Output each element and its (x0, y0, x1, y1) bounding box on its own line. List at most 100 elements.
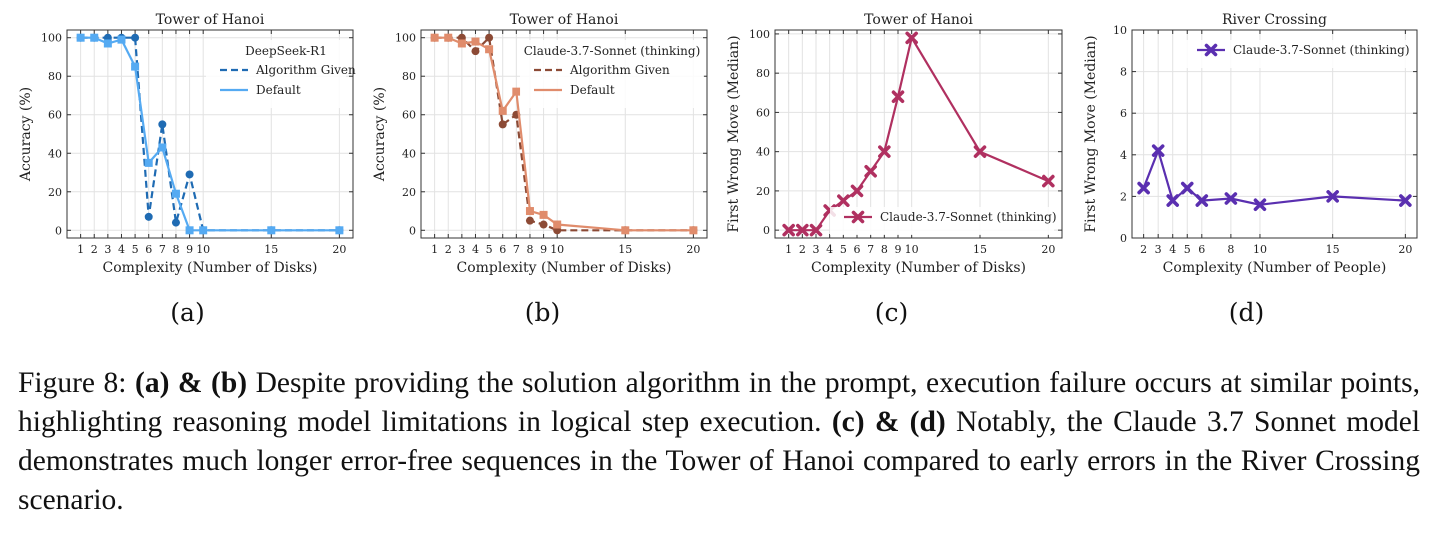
y-tick-label: 80 (756, 67, 770, 80)
x-tick-label: 9 (540, 243, 547, 256)
data-point (131, 62, 140, 71)
data-point (905, 31, 918, 45)
y-tick-label: 20 (48, 186, 62, 199)
plot-frame (1131, 29, 1418, 239)
x-tick-label: 15 (618, 243, 632, 256)
chart-title: Tower of Hanoi (156, 12, 265, 28)
data-point (1151, 144, 1165, 157)
series-claude-3-7-sonnet-thinking- (1137, 144, 1412, 212)
x-axis-label: Complexity (Number of Disks) (457, 260, 672, 276)
x-tick-label: 3 (813, 243, 820, 256)
caption-text-2: Notably, the Claude 3.7 Sonnet model dem… (18, 406, 1421, 516)
x-tick-label: 15 (973, 243, 987, 256)
legend-title: DeepSeek-R1 (245, 44, 327, 58)
caption-bold-cd: (c) & (d) (831, 406, 946, 438)
x-tick-label: 3 (458, 243, 465, 256)
data-point (171, 189, 180, 198)
data-point (891, 90, 905, 104)
series-line (788, 34, 1049, 232)
x-tick-label: 8 (881, 243, 888, 256)
x-tick-label: 1 (77, 243, 84, 256)
x-tick-label: 2 (445, 243, 452, 256)
y-tick-label: 40 (48, 147, 62, 160)
data-point (539, 220, 548, 229)
x-tick-label: 10 (1253, 243, 1267, 256)
data-point (457, 39, 466, 48)
data-point (158, 120, 167, 129)
data-point (1166, 194, 1180, 207)
data-point (850, 184, 864, 198)
legend-box (520, 40, 704, 108)
x-tick-label: 5 (840, 243, 847, 256)
legend: Claude-3.7-Sonnet (thinking) (830, 207, 1057, 235)
legend-box (1183, 40, 1411, 68)
x-tick-label: 5 (132, 243, 139, 256)
y-tick-label: 60 (48, 109, 62, 122)
x-tick-label: 6 (145, 243, 152, 256)
legend-box (206, 40, 346, 108)
data-point (809, 223, 823, 237)
data-point (525, 216, 534, 225)
x-axis-label: Complexity (Number of People) (1163, 260, 1387, 276)
x-tick-label: 4 (472, 243, 479, 256)
data-point (782, 223, 795, 237)
data-point (1137, 181, 1150, 195)
data-point (267, 226, 276, 235)
y-axis-label: Accuracy (%) (18, 87, 34, 182)
data-point (1042, 174, 1055, 188)
y-tick-label: 8 (1120, 66, 1127, 79)
y-tick-label: 20 (402, 186, 416, 199)
legend-label: Algorithm Given (569, 63, 670, 77)
legend-marker (851, 210, 865, 224)
data-point (471, 47, 480, 56)
data-point (199, 226, 208, 235)
caption-text-1: Despite providing the solution algorithm… (18, 367, 1420, 438)
data-point (158, 143, 167, 152)
y-tick-label: 100 (395, 32, 416, 45)
panel-b: 1 2 3 4 5 6 7 8 9 10 15 20 0 20 40 60 80 100 Tower of Hano… (359, 0, 718, 300)
data-point (525, 207, 534, 216)
x-tick-label: 20 (332, 243, 346, 256)
data-point (1180, 181, 1194, 195)
legend-label: Claude-3.7-Sonnet (thinking) (1233, 43, 1410, 57)
data-point (498, 106, 507, 115)
data-point (171, 218, 180, 227)
y-tick-label: 0 (763, 224, 770, 237)
data-point (796, 223, 809, 237)
x-tick-label: 2 (91, 243, 98, 256)
x-tick-label: 1 (785, 243, 792, 256)
legend: DeepSeek-R1 Algorithm Given Default (206, 40, 356, 108)
x-tick-label: 9 (186, 243, 193, 256)
x-tick-label: 1 (431, 243, 438, 256)
data-point (512, 87, 521, 96)
x-tick-label: 4 (1169, 243, 1176, 256)
y-tick-label: 60 (756, 106, 770, 119)
x-tick-label: 3 (104, 243, 111, 256)
y-tick-label: 100 (749, 28, 770, 41)
legend-marker (1204, 43, 1218, 57)
data-point (444, 33, 453, 42)
series-default (76, 33, 344, 235)
data-point (689, 226, 698, 235)
x-tick-label: 10 (196, 243, 210, 256)
y-tick-label: 2 (1120, 190, 1127, 203)
x-tick-label: 6 (854, 243, 861, 256)
panel-c: 1 2 3 4 5 6 7 8 9 10 15 20 0 20 40 60 80 100 Tower of Hano… (718, 0, 1077, 300)
chart-a: 1 2 3 4 5 6 7 8 9 10 15 20 0 20 40 60 80 100 Tower of Hano… (18, 12, 356, 276)
y-axis-label: Accuracy (%) (372, 87, 388, 182)
x-tick-label: 4 (826, 243, 833, 256)
data-point (144, 158, 153, 167)
data-point (973, 145, 987, 158)
x-axis-label: Complexity (Number of Disks) (811, 260, 1026, 276)
plot-frame (774, 29, 1063, 239)
legend-label: Default (570, 83, 615, 97)
figure-caption: Figure 8: (a) & (b) Despite providing th… (18, 364, 1420, 520)
y-tick-label: 4 (1120, 149, 1127, 162)
x-tick-label: 6 (1198, 243, 1205, 256)
x-tick-label: 8 (172, 243, 179, 256)
legend-label: Algorithm Given (255, 63, 356, 77)
subfigure-label-a: (a) (170, 298, 205, 327)
legend: Claude-3.7-Sonnet (thinking) (1183, 40, 1411, 68)
x-tick-label: 5 (486, 243, 493, 256)
x-tick-label: 9 (895, 243, 902, 256)
